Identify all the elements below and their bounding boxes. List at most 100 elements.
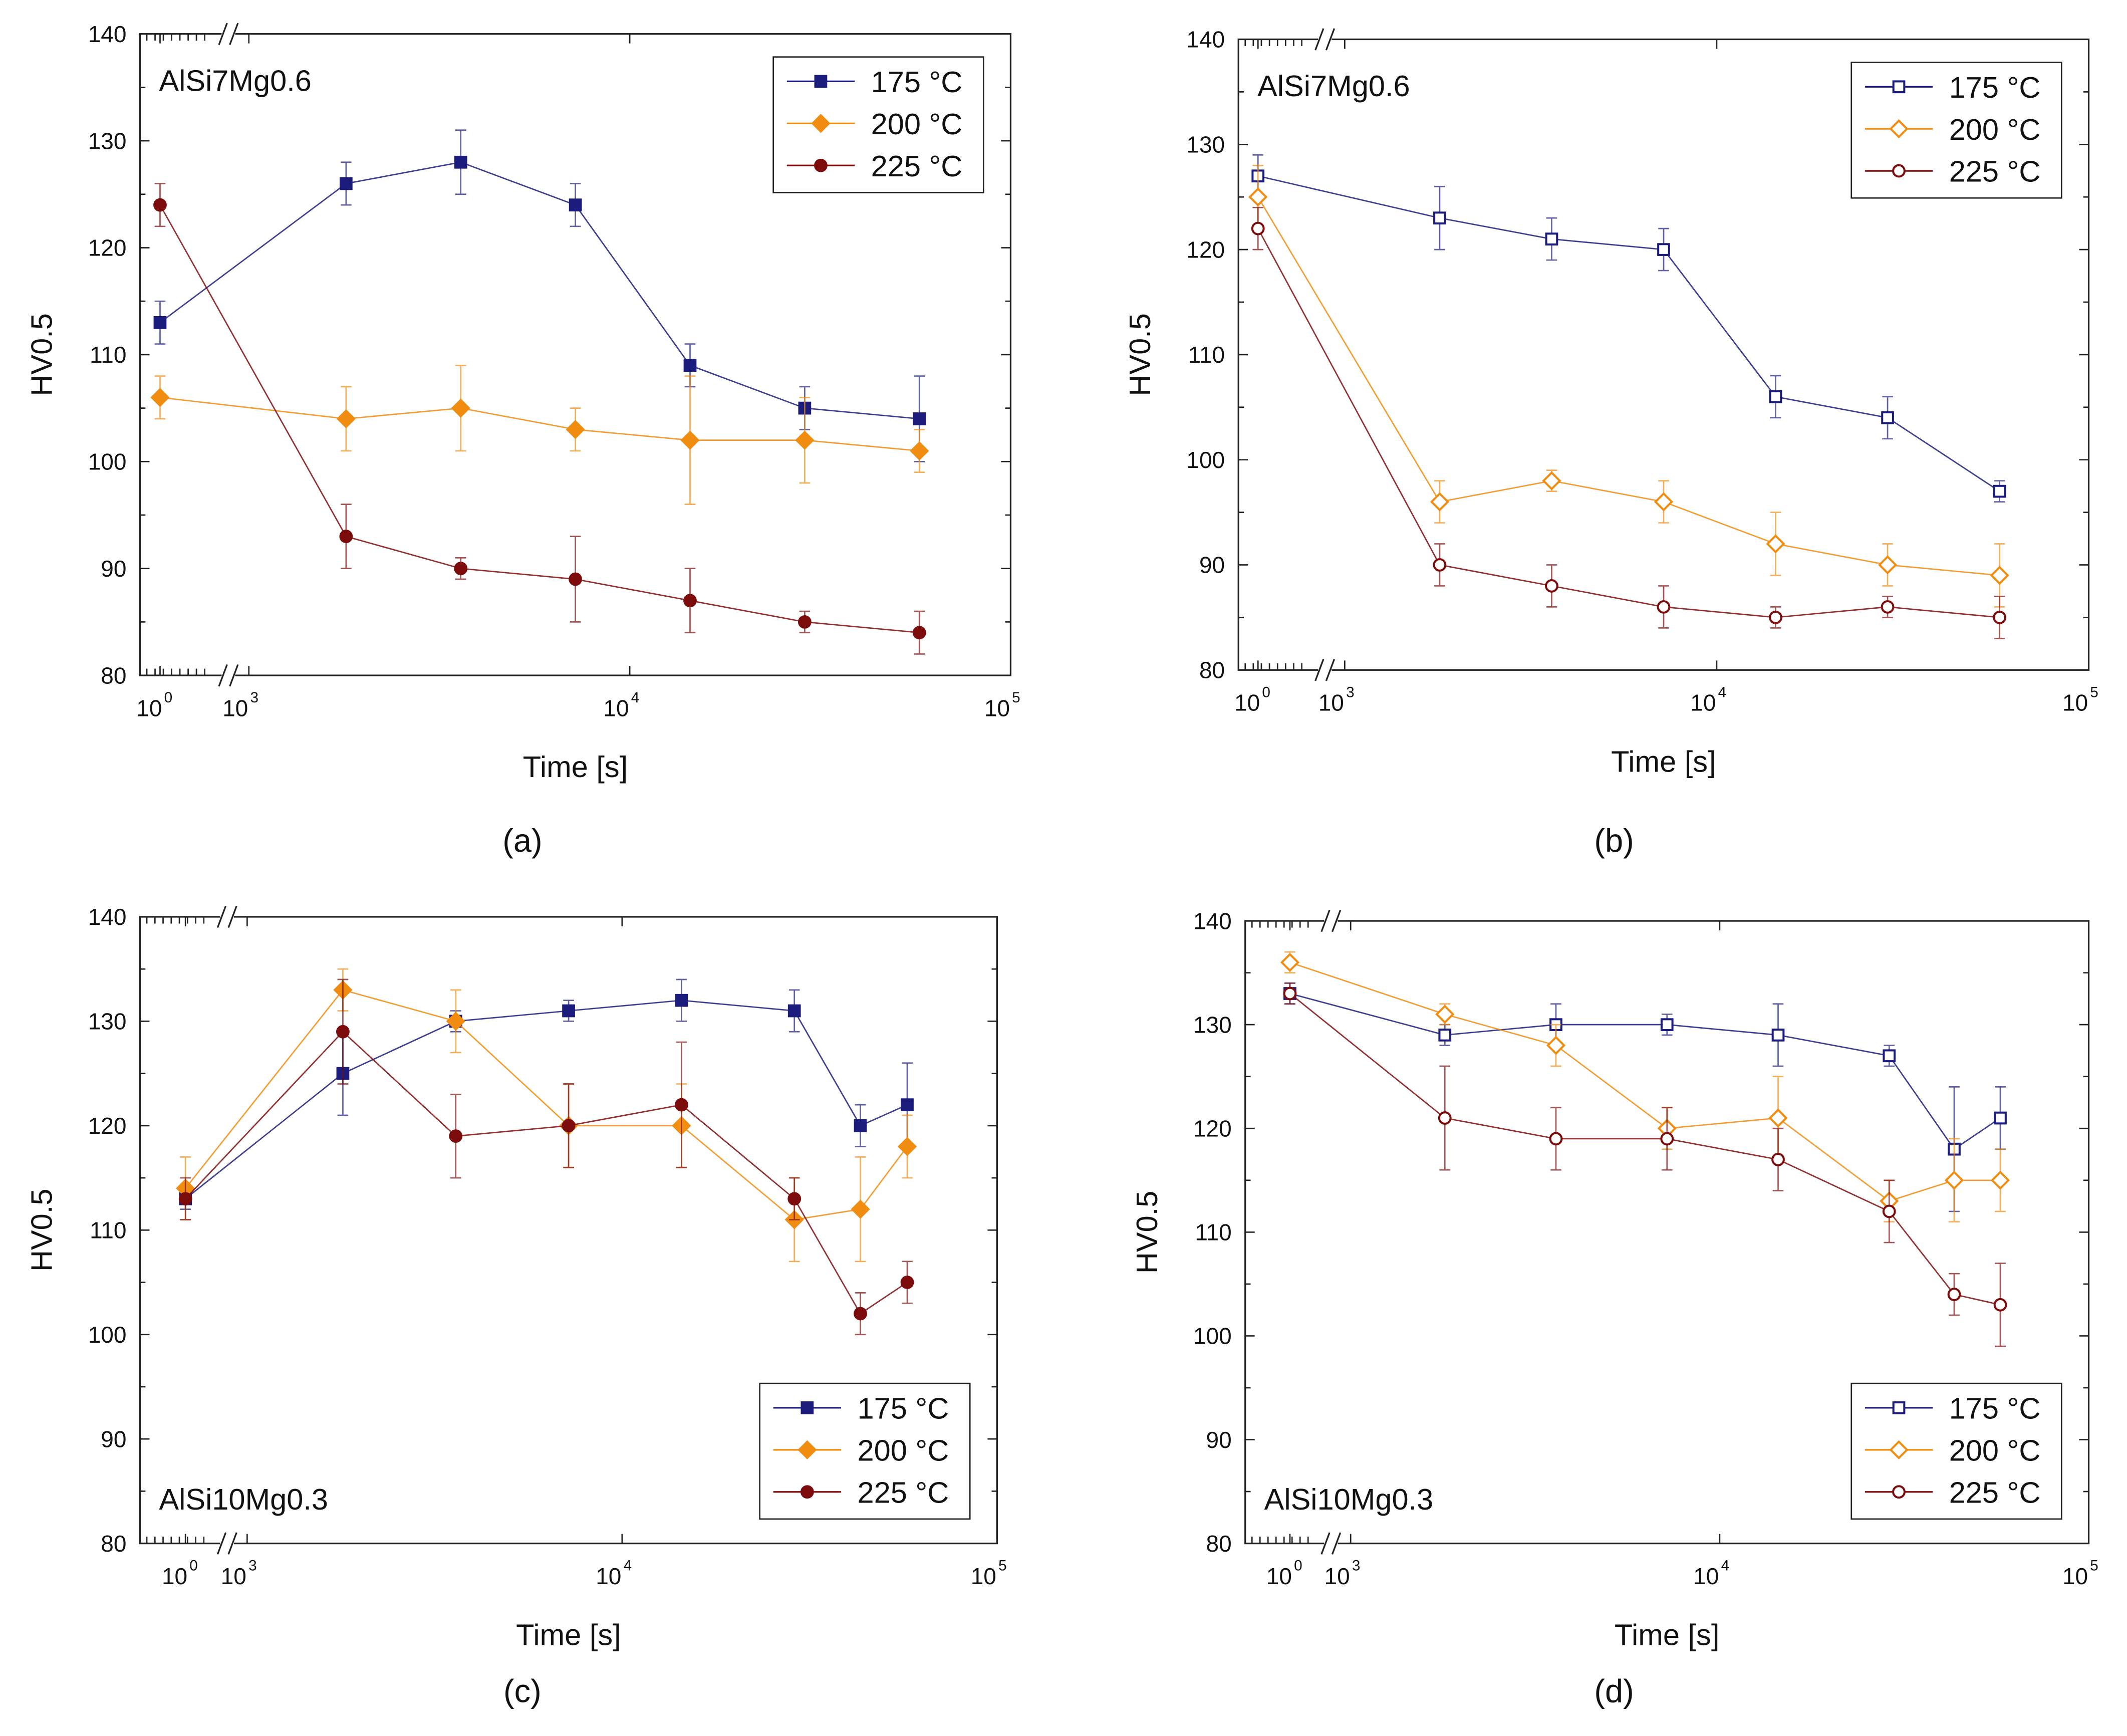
series-line [1289, 993, 2001, 1306]
square-marker [1433, 211, 1446, 225]
axis-break-mark [216, 1532, 237, 1555]
axis-break-gap [221, 23, 235, 45]
y-tick-label: 120 [88, 235, 127, 261]
legend-label: 225 °C [1949, 155, 2041, 188]
square-marker [901, 1098, 914, 1112]
y-tick-label: 80 [101, 1531, 126, 1557]
diamond-marker [811, 114, 831, 133]
x-tick-label: 10 [1234, 689, 1260, 715]
square-marker [454, 155, 467, 169]
series-line [1257, 196, 2000, 576]
x-tick-exponent: 4 [1718, 684, 1727, 700]
y-tick-label: 120 [1193, 1115, 1232, 1141]
y-tick-label: 100 [88, 449, 127, 475]
diamond-marker [566, 420, 585, 439]
diamond-marker [1542, 471, 1561, 490]
x-tick-label: 10 [136, 695, 162, 721]
square-marker [1545, 232, 1558, 245]
x-tick-label: 10 [596, 1563, 621, 1589]
square-marker [787, 1004, 801, 1018]
x-tick-label: 10 [1266, 1563, 1292, 1589]
x-tick-exponent: 5 [2090, 1558, 2098, 1574]
legend-label: 225 °C [871, 149, 963, 183]
circle-marker [683, 594, 697, 608]
series-175 [179, 978, 914, 1210]
x-tick-exponent: 4 [1721, 1558, 1730, 1574]
y-tick-label: 80 [101, 662, 126, 688]
diamond-marker [1280, 952, 1300, 972]
legend-label: 175 °C [1949, 71, 2041, 104]
circle-marker [454, 562, 468, 576]
series-line [159, 161, 920, 420]
square-marker [1993, 484, 2006, 498]
circle-marker [800, 1485, 814, 1499]
circle-marker [787, 1192, 802, 1206]
series-175 [1251, 154, 2006, 503]
series-line [185, 1031, 908, 1315]
circle-marker [1771, 1152, 1785, 1166]
circle-marker [153, 198, 167, 212]
material-label: AlSi10Mg0.3 [159, 1482, 328, 1516]
y-axis-label: HV0.5 [25, 1189, 59, 1272]
square-marker [814, 75, 828, 88]
legend-label: 200 °C [858, 1433, 949, 1467]
panel-label: (d) [1594, 1672, 1634, 1709]
square-marker [1883, 1049, 1896, 1063]
square-marker [1892, 80, 1906, 94]
x-axis-label: Time [s] [1611, 745, 1716, 778]
x-tick-label: 10 [1324, 1563, 1350, 1589]
diamond-marker [451, 398, 470, 418]
square-marker [153, 316, 167, 329]
square-marker [683, 359, 697, 372]
y-tick-label: 140 [88, 21, 127, 47]
diamond-marker [1990, 566, 2009, 585]
series-line [185, 1000, 908, 1199]
axis-break-gap [1324, 1532, 1338, 1555]
legend-label: 225 °C [858, 1475, 949, 1509]
legend-box [1850, 62, 2062, 199]
x-tick-label: 10 [971, 1563, 996, 1589]
x-tick-exponent: 0 [189, 1558, 198, 1574]
axis-break-mark [1314, 28, 1336, 51]
circle-marker [814, 158, 828, 172]
legend-label: 175 °C [858, 1392, 949, 1425]
square-marker [854, 1119, 867, 1132]
diamond-marker [1768, 1108, 1788, 1128]
circle-marker [1892, 1485, 1906, 1499]
series-200 [1248, 164, 2009, 608]
y-tick-label: 100 [88, 1322, 127, 1348]
panel-label: (a) [502, 822, 542, 859]
series-200 [150, 364, 929, 506]
axis-break-gap [1324, 910, 1338, 932]
y-tick-label: 90 [101, 1426, 126, 1452]
x-tick-exponent: 3 [1346, 684, 1355, 700]
axis-break-gap [221, 664, 235, 686]
diamond-marker [795, 430, 815, 450]
axis-break-mark [1314, 659, 1336, 681]
square-marker [913, 412, 926, 425]
circle-marker [854, 1307, 867, 1321]
x-axis-label: Time [s] [1615, 1618, 1720, 1652]
axis-break-mark [218, 664, 239, 687]
diamond-marker [1435, 1005, 1455, 1024]
square-marker [339, 177, 353, 190]
x-tick-exponent: 4 [624, 1558, 632, 1574]
x-tick-exponent: 3 [1352, 1558, 1361, 1574]
square-marker [801, 1401, 814, 1414]
axis-break-mark [1320, 1532, 1342, 1555]
diamond-marker [1248, 187, 1268, 207]
circle-marker [900, 1276, 914, 1289]
x-tick-exponent: 0 [1262, 684, 1270, 700]
circle-marker [1882, 1204, 1896, 1218]
material-label: AlSi7Mg0.6 [1257, 69, 1410, 103]
y-tick-label: 140 [1193, 908, 1232, 934]
circle-marker [1657, 600, 1671, 614]
circle-marker [569, 572, 583, 586]
y-tick-label: 90 [1206, 1427, 1232, 1453]
legend-label: 200 °C [871, 107, 963, 141]
circle-marker [336, 1025, 350, 1039]
square-marker [569, 198, 582, 211]
axis-break-mark [218, 23, 239, 45]
x-tick-label: 10 [984, 695, 1010, 721]
